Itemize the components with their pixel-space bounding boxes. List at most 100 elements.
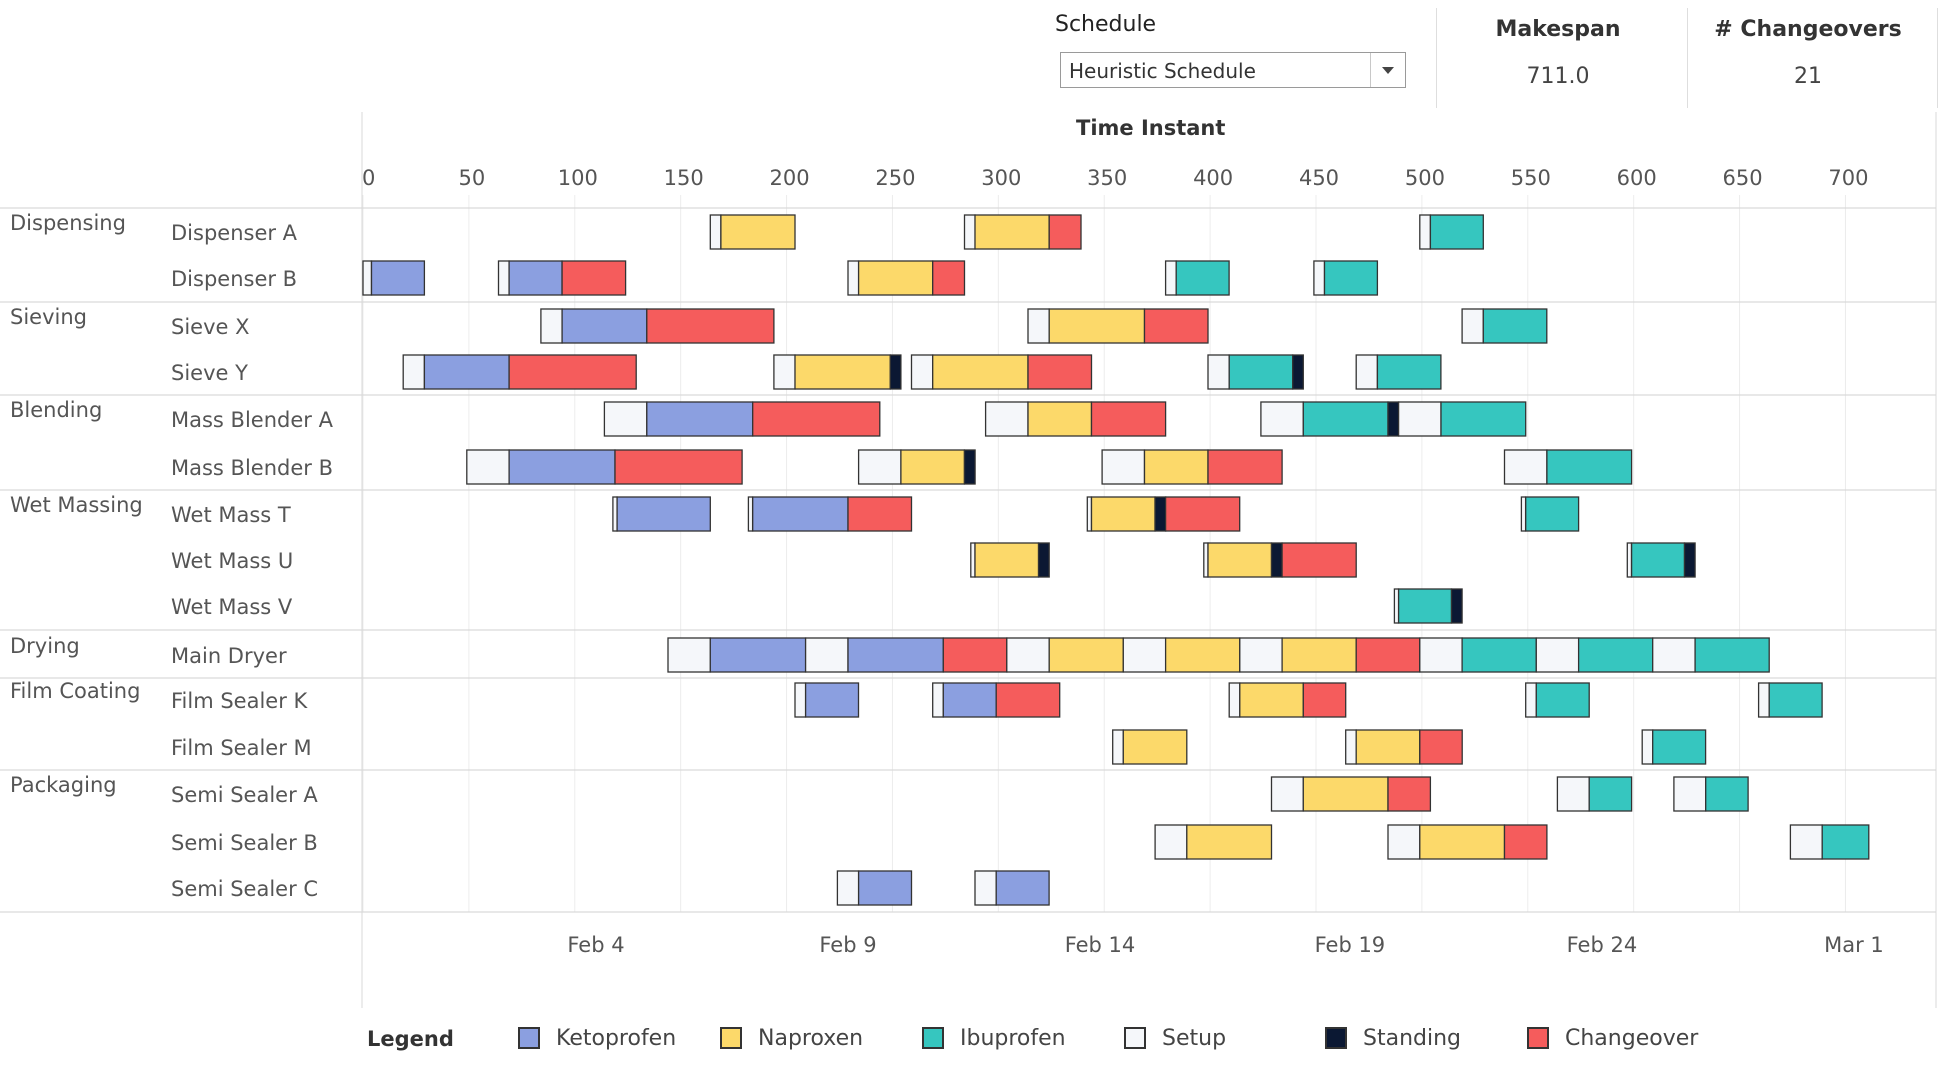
task-bar-ketoprofen[interactable] bbox=[561, 308, 648, 344]
task-bar-ketoprofen[interactable] bbox=[646, 401, 754, 437]
task-bar-setup[interactable] bbox=[1207, 354, 1230, 390]
task-bar-setup[interactable] bbox=[1313, 260, 1326, 296]
task-bar-changeover[interactable] bbox=[1027, 354, 1093, 390]
task-bar-changeover[interactable] bbox=[1090, 401, 1167, 437]
task-bar-naproxen[interactable] bbox=[1207, 542, 1273, 578]
task-bar-naproxen[interactable] bbox=[720, 214, 796, 250]
task-bar-naproxen[interactable] bbox=[1090, 496, 1156, 532]
task-bar-setup[interactable] bbox=[1122, 637, 1167, 673]
task-bar-setup[interactable] bbox=[1397, 401, 1442, 437]
task-bar-setup[interactable] bbox=[1520, 496, 1527, 532]
task-bar-setup[interactable] bbox=[1419, 214, 1432, 250]
task-bar-setup[interactable] bbox=[1641, 729, 1654, 765]
task-bar-setup[interactable] bbox=[794, 682, 807, 718]
task-bar-changeover[interactable] bbox=[1419, 729, 1463, 765]
task-bar-naproxen[interactable] bbox=[1048, 308, 1146, 344]
task-bar-ibuprofen[interactable] bbox=[1323, 260, 1379, 296]
task-bar-changeover[interactable] bbox=[1355, 637, 1421, 673]
task-bar-setup[interactable] bbox=[402, 354, 426, 390]
task-bar-standing[interactable] bbox=[889, 354, 902, 390]
task-bar-setup[interactable] bbox=[540, 308, 563, 344]
task-bar-setup[interactable] bbox=[1461, 308, 1484, 344]
task-bar-standing[interactable] bbox=[1154, 496, 1167, 532]
task-bar-ibuprofen[interactable] bbox=[1397, 588, 1453, 624]
task-bar-ibuprofen[interactable] bbox=[1302, 401, 1389, 437]
task-bar-setup[interactable] bbox=[1164, 260, 1177, 296]
task-bar-changeover[interactable] bbox=[752, 401, 881, 437]
task-bar-standing[interactable] bbox=[1270, 542, 1283, 578]
task-bar-ibuprofen[interactable] bbox=[1376, 354, 1442, 390]
task-bar-setup[interactable] bbox=[1757, 682, 1770, 718]
task-bar-ketoprofen[interactable] bbox=[508, 260, 563, 296]
task-bar-changeover[interactable] bbox=[1302, 682, 1347, 718]
task-bar-ketoprofen[interactable] bbox=[857, 870, 913, 906]
task-bar-ketoprofen[interactable] bbox=[942, 682, 997, 718]
task-bar-naproxen[interactable] bbox=[1239, 682, 1304, 718]
schedule-dropdown[interactable]: Heuristic Schedule bbox=[1060, 52, 1406, 88]
task-bar-setup[interactable] bbox=[1503, 449, 1548, 485]
task-bar-changeover[interactable] bbox=[932, 260, 966, 296]
task-bar-setup[interactable] bbox=[910, 354, 934, 390]
task-bar-ketoprofen[interactable] bbox=[995, 870, 1050, 906]
task-bar-setup[interactable] bbox=[847, 260, 860, 296]
task-bar-naproxen[interactable] bbox=[1164, 637, 1241, 673]
task-bar-setup[interactable] bbox=[984, 401, 1029, 437]
task-bar-setup[interactable] bbox=[1355, 354, 1379, 390]
task-bar-setup[interactable] bbox=[1535, 637, 1580, 673]
task-bar-ibuprofen[interactable] bbox=[1768, 682, 1823, 718]
task-bar-setup[interactable] bbox=[709, 214, 722, 250]
task-bar-changeover[interactable] bbox=[1387, 776, 1432, 812]
task-bar-setup[interactable] bbox=[603, 401, 648, 437]
task-bar-naproxen[interactable] bbox=[900, 449, 966, 485]
task-bar-ketoprofen[interactable] bbox=[423, 354, 510, 390]
task-bar-setup[interactable] bbox=[497, 260, 510, 296]
task-bar-setup[interactable] bbox=[362, 260, 373, 296]
task-bar-naproxen[interactable] bbox=[1027, 401, 1093, 437]
task-bar-setup[interactable] bbox=[1027, 308, 1050, 344]
task-bar-setup[interactable] bbox=[1789, 824, 1823, 860]
task-bar-ibuprofen[interactable] bbox=[1577, 637, 1654, 673]
task-bar-standing[interactable] bbox=[1387, 401, 1400, 437]
task-bar-changeover[interactable] bbox=[614, 449, 743, 485]
task-bar-naproxen[interactable] bbox=[1355, 729, 1421, 765]
task-bar-naproxen[interactable] bbox=[857, 260, 934, 296]
task-bar-ibuprofen[interactable] bbox=[1652, 729, 1707, 765]
task-bar-changeover[interactable] bbox=[561, 260, 627, 296]
task-bar-standing[interactable] bbox=[1292, 354, 1304, 390]
task-bar-setup[interactable] bbox=[963, 214, 976, 250]
task-bar-changeover[interactable] bbox=[1143, 308, 1209, 344]
task-bar-naproxen[interactable] bbox=[1302, 776, 1389, 812]
task-bar-changeover[interactable] bbox=[942, 637, 1008, 673]
task-bar-naproxen[interactable] bbox=[1419, 824, 1506, 860]
task-bar-changeover[interactable] bbox=[508, 354, 637, 390]
task-bar-ibuprofen[interactable] bbox=[1705, 776, 1749, 812]
task-bar-changeover[interactable] bbox=[1164, 496, 1241, 532]
task-bar-ketoprofen[interactable] bbox=[804, 682, 860, 718]
task-bar-ketoprofen[interactable] bbox=[370, 260, 426, 296]
task-bar-ibuprofen[interactable] bbox=[1821, 824, 1870, 860]
task-bar-setup[interactable] bbox=[1387, 824, 1421, 860]
task-bar-standing[interactable] bbox=[1037, 542, 1050, 578]
task-bar-naproxen[interactable] bbox=[1143, 449, 1209, 485]
task-bar-ketoprofen[interactable] bbox=[752, 496, 849, 532]
task-bar-setup[interactable] bbox=[1419, 637, 1463, 673]
task-bar-ibuprofen[interactable] bbox=[1630, 542, 1686, 578]
task-bar-setup[interactable] bbox=[1260, 401, 1304, 437]
task-bar-setup[interactable] bbox=[1673, 776, 1707, 812]
task-bar-ibuprofen[interactable] bbox=[1440, 401, 1527, 437]
task-bar-naproxen[interactable] bbox=[974, 214, 1050, 250]
task-bar-changeover[interactable] bbox=[1503, 824, 1548, 860]
task-bar-naproxen[interactable] bbox=[932, 354, 1029, 390]
task-bar-ibuprofen[interactable] bbox=[1228, 354, 1294, 390]
task-bar-changeover[interactable] bbox=[646, 308, 775, 344]
task-bar-setup[interactable] bbox=[1228, 682, 1241, 718]
task-bar-changeover[interactable] bbox=[1281, 542, 1357, 578]
task-bar-setup[interactable] bbox=[1525, 682, 1537, 718]
task-bar-ketoprofen[interactable] bbox=[847, 637, 944, 673]
task-bar-setup[interactable] bbox=[1101, 449, 1146, 485]
task-bar-setup[interactable] bbox=[773, 354, 796, 390]
task-bar-naproxen[interactable] bbox=[794, 354, 891, 390]
chevron-down-icon[interactable] bbox=[1370, 53, 1405, 87]
task-bar-standing[interactable] bbox=[1450, 588, 1463, 624]
task-bar-setup[interactable] bbox=[932, 682, 944, 718]
